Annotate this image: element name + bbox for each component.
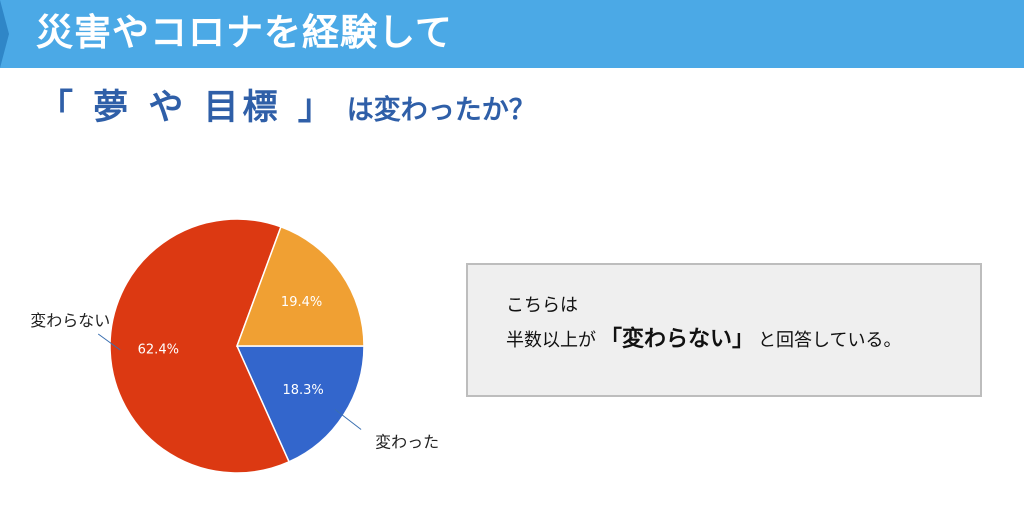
slice-category-label: 変わった xyxy=(375,432,439,451)
banner-accent xyxy=(0,0,9,68)
slice-percent-label: 18.3% xyxy=(282,383,323,398)
comment-prefix: 半数以上が xyxy=(506,330,596,351)
comment-box: こちらは 半数以上が 「変わらない」 と回答している。 xyxy=(466,263,982,397)
slice-percent-label: 62.4% xyxy=(138,343,179,358)
title-banner: 災害やコロナを経験して xyxy=(0,0,1024,68)
pie-slice xyxy=(235,225,365,347)
comment-line-1: こちらは xyxy=(506,295,578,316)
comment-emphasis: 「変わらない」 xyxy=(600,327,755,352)
slice-percent-label: 19.4% xyxy=(281,295,322,310)
banner-title: 災害やコロナを経験して xyxy=(36,11,453,54)
slice-category-label: 変わらない xyxy=(30,311,110,330)
pie-slice xyxy=(235,345,365,463)
slice-leader-line xyxy=(97,333,121,351)
heading-quoted: 「 夢 や 目標 」 xyxy=(38,88,337,128)
comment-suffix: と回答している。 xyxy=(758,330,902,351)
pie-slice xyxy=(109,218,291,474)
heading-question: は変わったか？ xyxy=(346,95,536,126)
slide-heading: 「 夢 や 目標 」は変わったか？ xyxy=(38,84,536,135)
slice-leader-line xyxy=(334,409,362,430)
comment-line-2: 半数以上が 「変わらない」 と回答している。 xyxy=(506,321,901,353)
